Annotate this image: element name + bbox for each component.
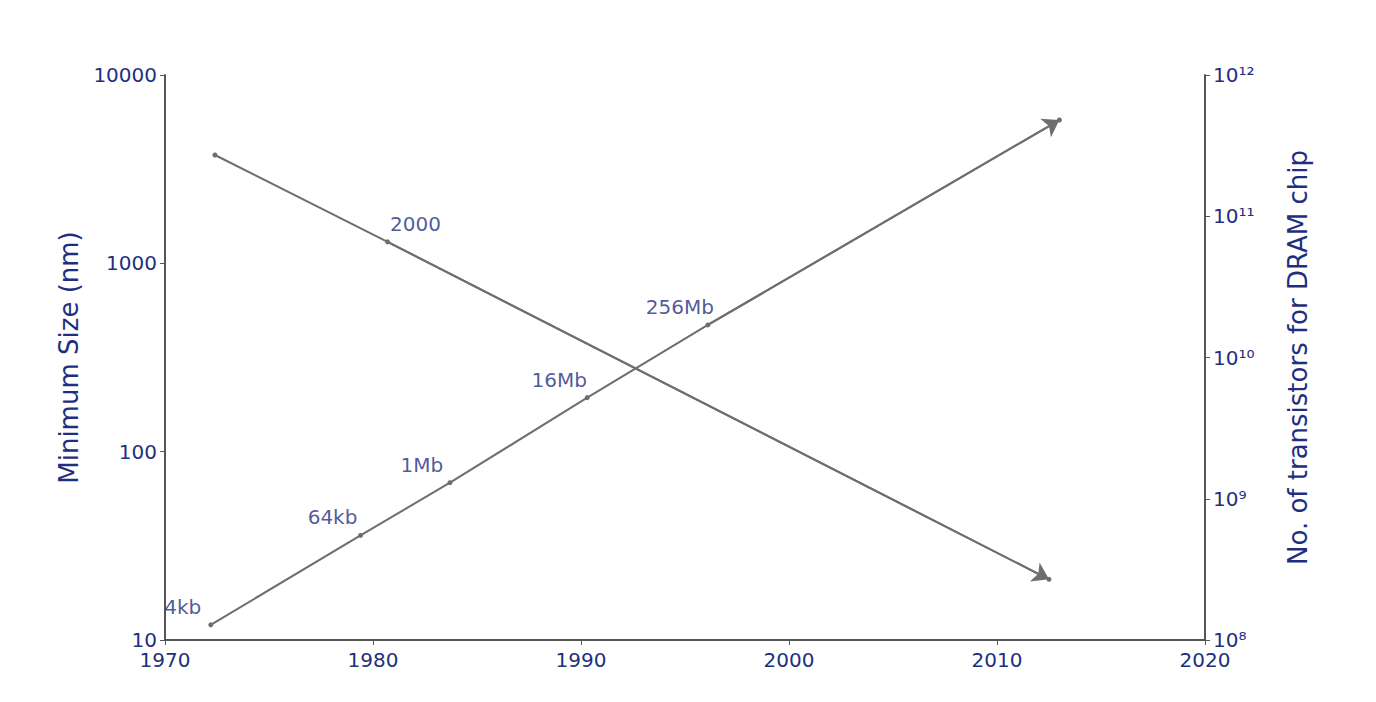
svg-text:4kb: 4kb: [164, 595, 201, 619]
svg-text:10¹²: 10¹²: [1213, 63, 1254, 87]
svg-text:2020: 2020: [1180, 648, 1231, 672]
svg-text:256Mb: 256Mb: [646, 295, 714, 319]
svg-text:10: 10: [131, 628, 157, 652]
svg-text:10000: 10000: [93, 63, 157, 87]
svg-text:No. of transistors for DRAM ch: No. of transistors for DRAM chip: [1283, 150, 1313, 565]
svg-text:2000: 2000: [390, 212, 441, 236]
svg-text:10¹⁰: 10¹⁰: [1213, 346, 1254, 370]
svg-text:2000: 2000: [764, 648, 815, 672]
svg-text:100: 100: [119, 440, 157, 464]
svg-text:10⁸: 10⁸: [1213, 628, 1247, 652]
svg-text:1990: 1990: [556, 648, 607, 672]
svg-text:2010: 2010: [972, 648, 1023, 672]
svg-text:10¹¹: 10¹¹: [1213, 204, 1254, 228]
svg-text:16Mb: 16Mb: [532, 368, 587, 392]
svg-text:Minimum Size (nm): Minimum Size (nm): [54, 231, 84, 483]
svg-text:1000: 1000: [106, 251, 157, 275]
svg-text:1980: 1980: [348, 648, 399, 672]
svg-text:1Mb: 1Mb: [401, 453, 444, 477]
svg-text:64kb: 64kb: [308, 505, 358, 529]
svg-text:10⁹: 10⁹: [1213, 487, 1246, 511]
svg-text:1970: 1970: [140, 648, 191, 672]
